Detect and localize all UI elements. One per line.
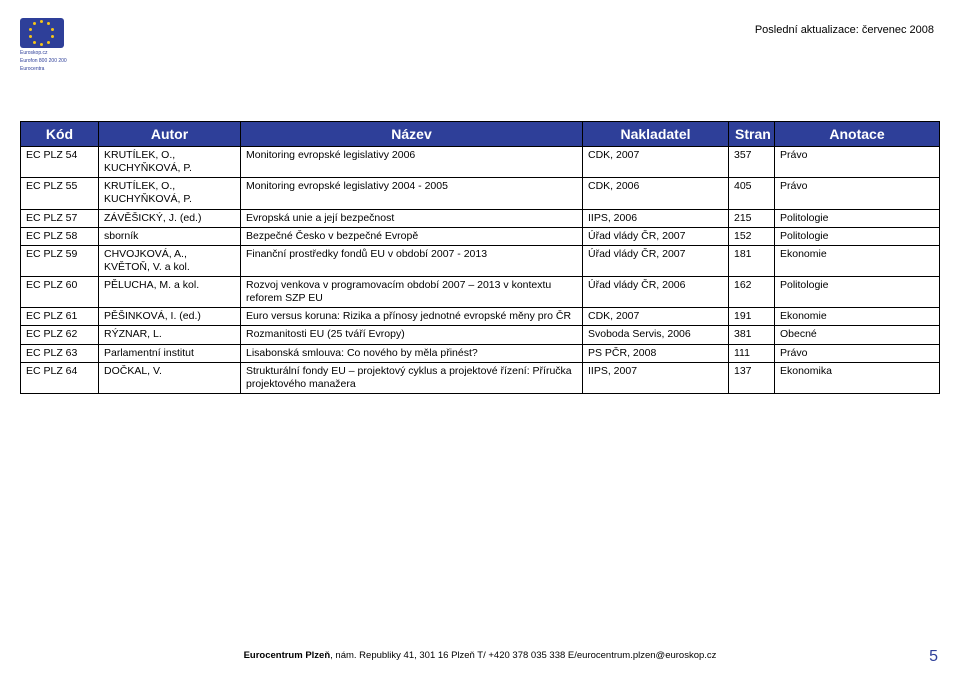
col-header: Nakladatel (583, 122, 729, 147)
table-cell: EC PLZ 58 (21, 227, 99, 245)
table-cell: Rozvoj venkova v programovacím období 20… (241, 277, 583, 308)
table-cell: Ekonomie (775, 308, 940, 326)
table-cell: Právo (775, 344, 940, 362)
table-cell: EC PLZ 61 (21, 308, 99, 326)
table-cell: 357 (729, 147, 775, 178)
table-cell: Bezpečné Česko v bezpečné Evropě (241, 227, 583, 245)
table-row: EC PLZ 59CHVOJKOVÁ, A., KVĚTOŇ, V. a kol… (21, 245, 940, 276)
table-cell: IIPS, 2007 (583, 362, 729, 393)
table-cell: EC PLZ 60 (21, 277, 99, 308)
page-number: 5 (929, 648, 938, 666)
table-header-row: Kód Autor Název Nakladatel Stran Anotace (21, 122, 940, 147)
col-header: Kód (21, 122, 99, 147)
table-cell: EC PLZ 62 (21, 326, 99, 344)
eu-flag-icon (20, 18, 64, 48)
table-cell: Strukturální fondy EU – projektový cyklu… (241, 362, 583, 393)
table-body: EC PLZ 54KRUTÍLEK, O., KUCHYŇKOVÁ, P.Mon… (21, 147, 940, 394)
table-cell: Parlamentní institut (99, 344, 241, 362)
table-cell: EC PLZ 57 (21, 209, 99, 227)
col-header: Stran (729, 122, 775, 147)
table-cell: PS PČR, 2008 (583, 344, 729, 362)
table-cell: CDK, 2006 (583, 178, 729, 209)
table-cell: KRUTÍLEK, O., KUCHYŇKOVÁ, P. (99, 178, 241, 209)
logo-text-3: Eurocentra (20, 66, 80, 72)
table-row: EC PLZ 60PĚLUCHA, M. a kol.Rozvoj venkov… (21, 277, 940, 308)
table-cell: PĚŠINKOVÁ, I. (ed.) (99, 308, 241, 326)
data-table-wrap: Kód Autor Název Nakladatel Stran Anotace… (20, 121, 940, 394)
table-cell: CDK, 2007 (583, 308, 729, 326)
table-row: EC PLZ 61PĚŠINKOVÁ, I. (ed.)Euro versus … (21, 308, 940, 326)
table-cell: Ekonomie (775, 245, 940, 276)
table-row: EC PLZ 64DOČKAL, V.Strukturální fondy EU… (21, 362, 940, 393)
table-cell: Obecné (775, 326, 940, 344)
footer-bold: Eurocentrum Plzeň (244, 650, 331, 661)
table-cell: 181 (729, 245, 775, 276)
table-cell: ZÁVĚŠICKÝ, J. (ed.) (99, 209, 241, 227)
table-cell: Právo (775, 147, 940, 178)
table-cell: Politologie (775, 277, 940, 308)
logo-text-2: Eurofon 800 200 200 (20, 58, 80, 64)
table-cell: Ekonomika (775, 362, 940, 393)
table-cell: Lisabonská smlouva: Co nového by měla př… (241, 344, 583, 362)
table-cell: EC PLZ 63 (21, 344, 99, 362)
logo-text-1: Euroskop.cz (20, 50, 80, 56)
table-cell: 111 (729, 344, 775, 362)
data-table: Kód Autor Název Nakladatel Stran Anotace… (20, 121, 940, 394)
table-cell: 162 (729, 277, 775, 308)
table-cell: CHVOJKOVÁ, A., KVĚTOŇ, V. a kol. (99, 245, 241, 276)
table-cell: 152 (729, 227, 775, 245)
table-cell: 137 (729, 362, 775, 393)
table-cell: RÝZNAR, L. (99, 326, 241, 344)
table-cell: 405 (729, 178, 775, 209)
col-header: Autor (99, 122, 241, 147)
table-cell: Monitoring evropské legislativy 2006 (241, 147, 583, 178)
table-cell: Politologie (775, 227, 940, 245)
table-cell: Svoboda Servis, 2006 (583, 326, 729, 344)
table-cell: EC PLZ 64 (21, 362, 99, 393)
table-cell: EC PLZ 59 (21, 245, 99, 276)
table-cell: CDK, 2007 (583, 147, 729, 178)
footer-rest: , nám. Republiky 41, 301 16 Plzeň T/ +42… (330, 650, 716, 661)
table-cell: Monitoring evropské legislativy 2004 - 2… (241, 178, 583, 209)
table-row: EC PLZ 58sborníkBezpečné Česko v bezpečn… (21, 227, 940, 245)
table-cell: Finanční prostředky fondů EU v období 20… (241, 245, 583, 276)
table-cell: Euro versus koruna: Rizika a přínosy jed… (241, 308, 583, 326)
table-row: EC PLZ 57ZÁVĚŠICKÝ, J. (ed.)Evropská uni… (21, 209, 940, 227)
table-cell: 215 (729, 209, 775, 227)
table-cell: EC PLZ 55 (21, 178, 99, 209)
table-cell: DOČKAL, V. (99, 362, 241, 393)
col-header: Název (241, 122, 583, 147)
table-cell: Úřad vlády ČR, 2007 (583, 227, 729, 245)
table-cell: Úřad vlády ČR, 2007 (583, 245, 729, 276)
table-cell: 191 (729, 308, 775, 326)
table-cell: Právo (775, 178, 940, 209)
table-cell: EC PLZ 54 (21, 147, 99, 178)
logo: Euroskop.cz Eurofon 800 200 200 Eurocent… (20, 18, 80, 72)
col-header: Anotace (775, 122, 940, 147)
table-cell: Úřad vlády ČR, 2006 (583, 277, 729, 308)
table-row: EC PLZ 63Parlamentní institutLisabonská … (21, 344, 940, 362)
table-cell: PĚLUCHA, M. a kol. (99, 277, 241, 308)
table-cell: IIPS, 2006 (583, 209, 729, 227)
table-cell: 381 (729, 326, 775, 344)
last-updated: Poslední aktualizace: červenec 2008 (755, 24, 934, 36)
table-cell: KRUTÍLEK, O., KUCHYŇKOVÁ, P. (99, 147, 241, 178)
table-row: EC PLZ 62RÝZNAR, L.Rozmanitosti EU (25 t… (21, 326, 940, 344)
table-cell: sborník (99, 227, 241, 245)
table-cell: Rozmanitosti EU (25 tváří Evropy) (241, 326, 583, 344)
table-cell: Evropská unie a její bezpečnost (241, 209, 583, 227)
table-row: EC PLZ 55KRUTÍLEK, O., KUCHYŇKOVÁ, P.Mon… (21, 178, 940, 209)
footer-text: Eurocentrum Plzeň, nám. Republiky 41, 30… (0, 650, 960, 661)
table-cell: Politologie (775, 209, 940, 227)
table-row: EC PLZ 54KRUTÍLEK, O., KUCHYŇKOVÁ, P.Mon… (21, 147, 940, 178)
